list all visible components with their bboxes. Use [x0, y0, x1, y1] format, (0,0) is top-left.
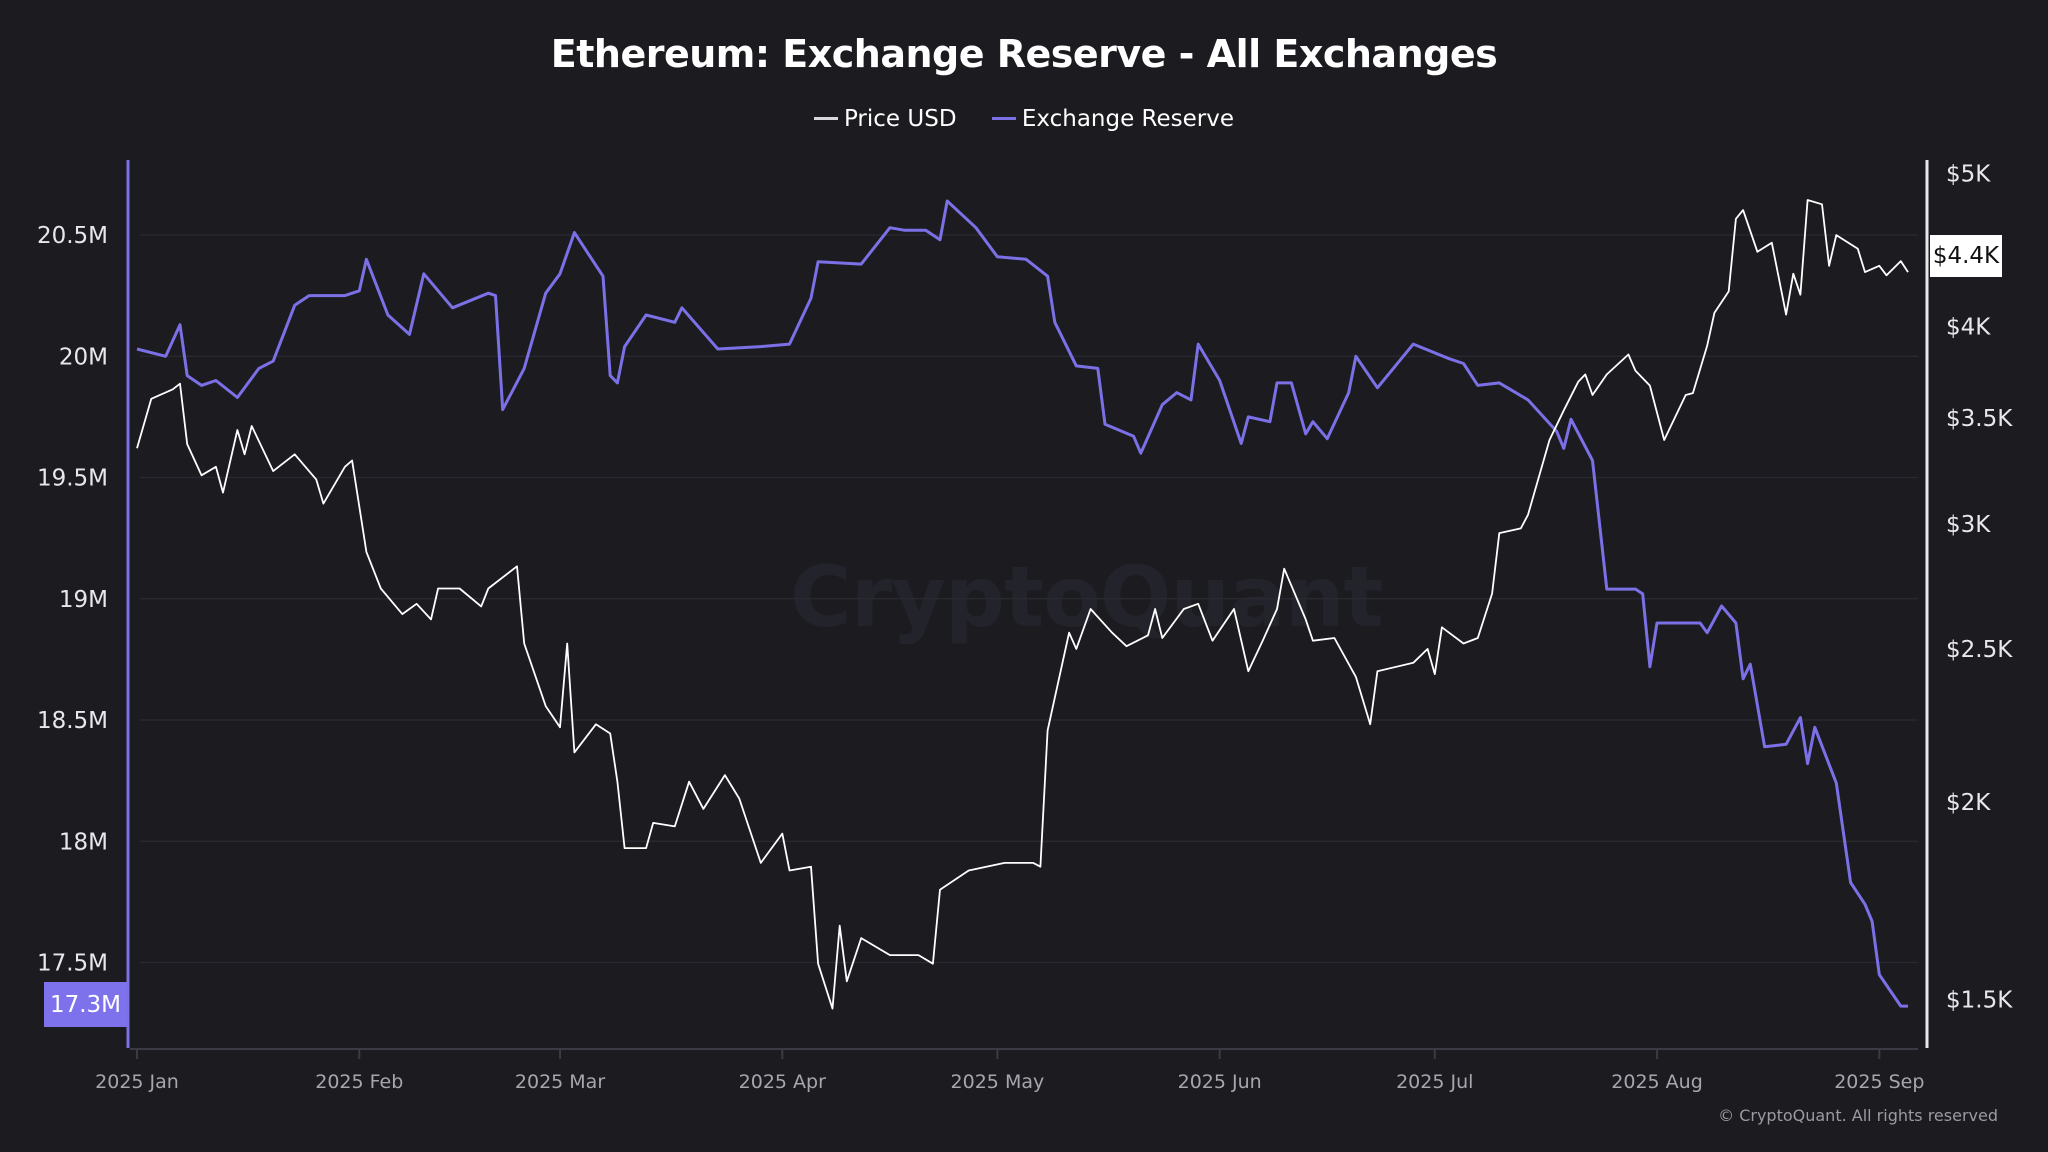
- legend-label-price: Price USD: [843, 105, 957, 132]
- left-axis-tick-label: 18M: [59, 829, 108, 855]
- legend-swatch-price: [813, 117, 838, 120]
- copyright: © CryptoQuant. All rights reserved: [1718, 1106, 1998, 1125]
- x-axis-tick-label: 2025 Apr: [739, 1071, 826, 1093]
- left-axis-tick-label: 20.5M: [37, 223, 108, 249]
- legend: Price USD Exchange Reserve: [0, 100, 2048, 132]
- legend-item-reserve[interactable]: Exchange Reserve: [991, 105, 1235, 132]
- x-axis-tick-label: 2025 Feb: [315, 1071, 403, 1093]
- chart-title: Ethereum: Exchange Reserve - All Exchang…: [550, 32, 1498, 76]
- x-axis-tick-label: 2025 Aug: [1611, 1071, 1703, 1093]
- x-axis-tick-label: 2025 Jan: [95, 1071, 179, 1093]
- exchange-reserve-line: [136, 199, 1908, 1008]
- right-axis-tick-label: $4K: [1946, 315, 1991, 341]
- legend-item-price[interactable]: Price USD: [813, 105, 957, 132]
- x-axis-tick-label: 2025 May: [951, 1071, 1045, 1093]
- left-axis-tick-label: 17.5M: [37, 951, 108, 977]
- x-axis-tick-label: 2025 Jul: [1396, 1071, 1473, 1093]
- right-axis-tick-label: $1.5K: [1946, 987, 2013, 1013]
- x-axis-tick-label: 2025 Jun: [1178, 1071, 1262, 1093]
- current-reserve-label: 17.3M: [44, 982, 127, 1027]
- right-axis-tick-label: $2.5K: [1946, 637, 2013, 663]
- current-price-label: $4.4K: [1930, 235, 2002, 277]
- x-axis-tick-label: 2025 Sep: [1834, 1071, 1924, 1093]
- left-axis-tick-label: 20M: [59, 344, 108, 370]
- price-usd-line: [136, 199, 1909, 1010]
- x-axis-tick-label: 2025 Mar: [515, 1071, 605, 1093]
- left-axis-tick-label: 19M: [59, 587, 108, 613]
- left-axis-tick-label: 19.5M: [37, 466, 108, 492]
- right-axis-tick-label: $2K: [1946, 790, 1991, 816]
- left-axis-tick-label: 18.5M: [37, 708, 108, 734]
- right-axis-tick-label: $5K: [1946, 161, 1991, 187]
- legend-swatch-reserve: [991, 117, 1016, 120]
- legend-label-reserve: Exchange Reserve: [1021, 105, 1235, 132]
- watermark: CryptoQuant: [790, 548, 1384, 646]
- right-axis-tick-label: $3K: [1946, 512, 1991, 538]
- right-axis-tick-label: $3.5K: [1946, 406, 2013, 432]
